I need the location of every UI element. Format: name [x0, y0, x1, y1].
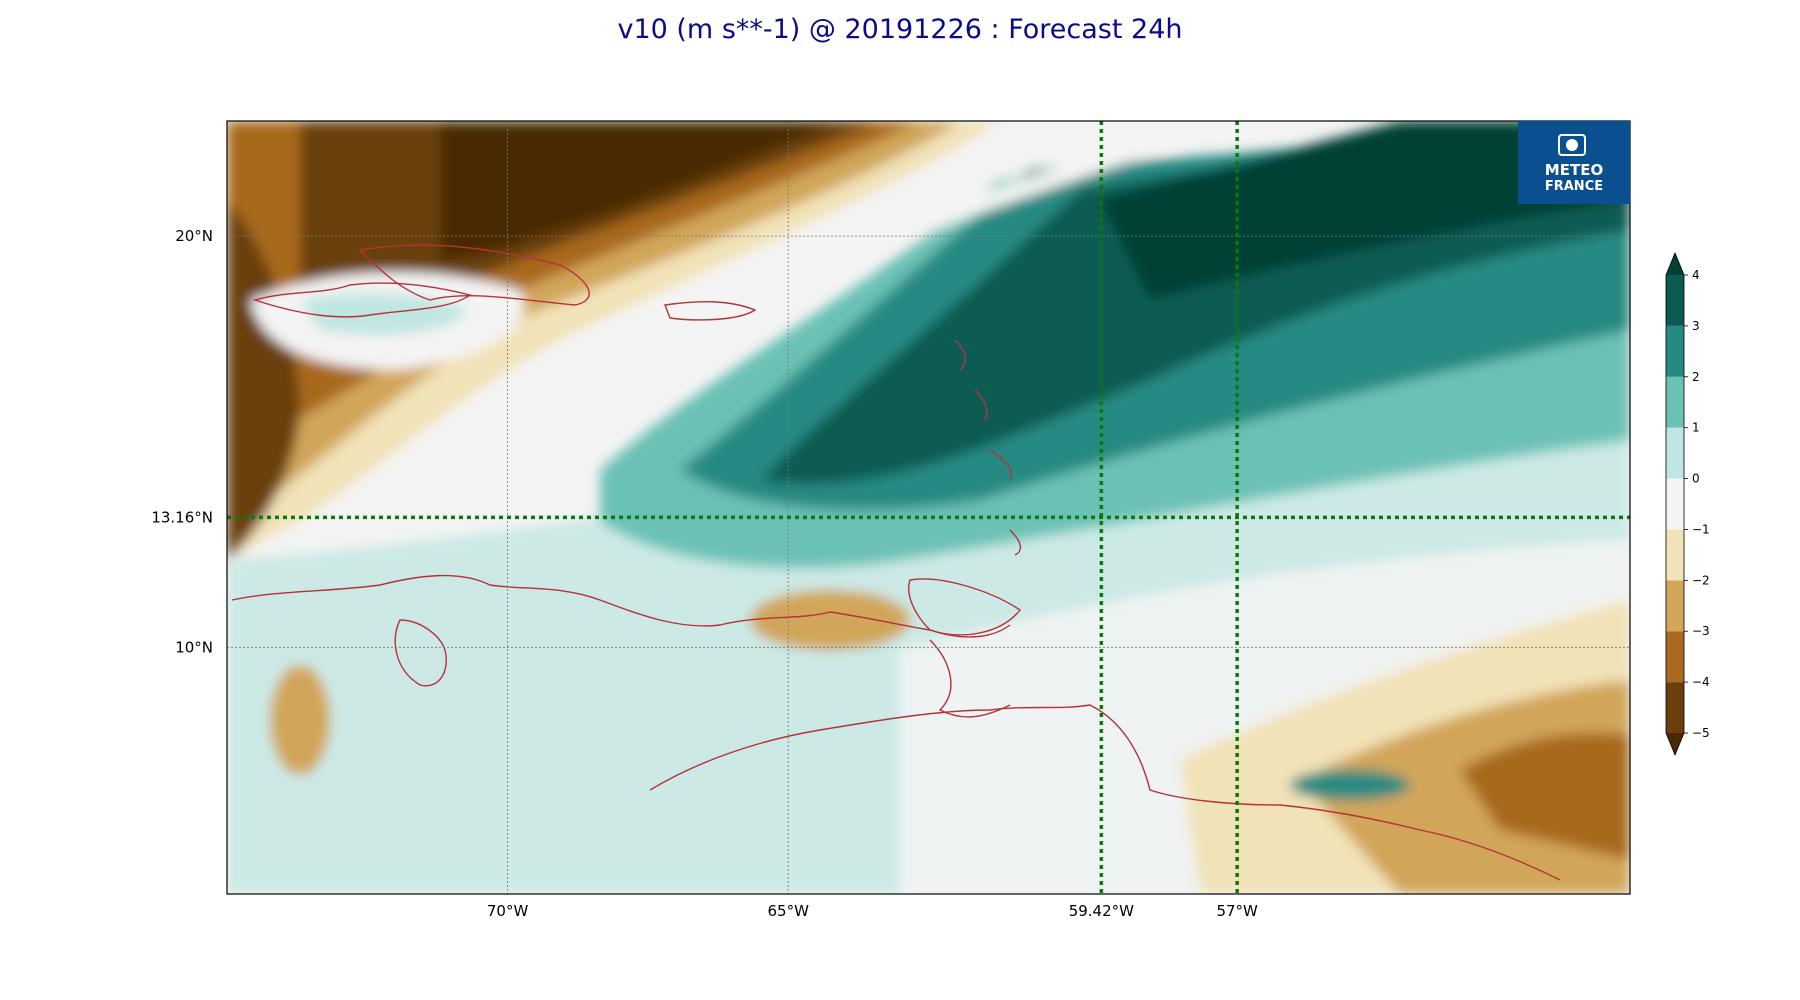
colorbar-segment: [1666, 478, 1684, 530]
lat-tick-label: 10°N: [175, 638, 213, 656]
meteo-france-logo: METEO FRANCE: [1518, 121, 1630, 204]
colorbar-segment: [1666, 427, 1684, 479]
map-title: v10 (m s**-1) @ 20191226 : Forecast 24h: [617, 14, 1183, 45]
lon-tick-label: 65°W: [767, 902, 809, 920]
lon-tick-label: 70°W: [487, 902, 529, 920]
longitude-labels: 70°W 65°W 59.42°W 57°W: [487, 902, 1258, 920]
colorbar-over-arrow: [1666, 253, 1684, 275]
colorbar-segment: [1666, 275, 1684, 326]
colorbar-label: 4: [1692, 268, 1700, 282]
lat-tick-label: 13.16°N: [151, 508, 213, 526]
colorbar-label: 3: [1692, 319, 1700, 333]
colorbar-label: −2: [1692, 573, 1710, 587]
lon-tick-label: 59.42°W: [1069, 902, 1134, 920]
colorbar-segment: [1666, 529, 1684, 581]
colorbar-label: −4: [1692, 675, 1710, 689]
colorbar-segment: [1666, 580, 1684, 632]
colorbar-label: 0: [1692, 472, 1700, 486]
colorbar-label: −3: [1692, 624, 1710, 638]
colorbar: −5 −4 −3 −2 −1 0 1 2 3 4: [1665, 251, 1710, 757]
wind-field: [227, 121, 1630, 894]
latitude-labels: 20°N 13.16°N 10°N: [151, 227, 213, 656]
colorbar-segment: [1666, 631, 1684, 683]
lon-tick-label: 57°W: [1216, 902, 1258, 920]
colorbar-under-arrow: [1666, 733, 1684, 755]
logo-line1: METEO: [1545, 161, 1603, 179]
colorbar-label: 2: [1692, 370, 1700, 384]
lat-tick-label: 20°N: [175, 227, 213, 245]
colorbar-label: −5: [1692, 726, 1710, 740]
map-grid: [227, 121, 1630, 894]
colorbar-label: 1: [1692, 421, 1700, 435]
colorbar-segment: [1666, 682, 1684, 733]
map-frame: [226, 120, 1631, 895]
colorbar-segment: [1666, 325, 1684, 377]
colorbar-label: −1: [1692, 522, 1710, 536]
coastlines: [231, 244, 1561, 881]
logo-line2: FRANCE: [1545, 179, 1603, 194]
highlight-crosshair: [227, 121, 1630, 894]
colorbar-segment: [1666, 376, 1684, 428]
